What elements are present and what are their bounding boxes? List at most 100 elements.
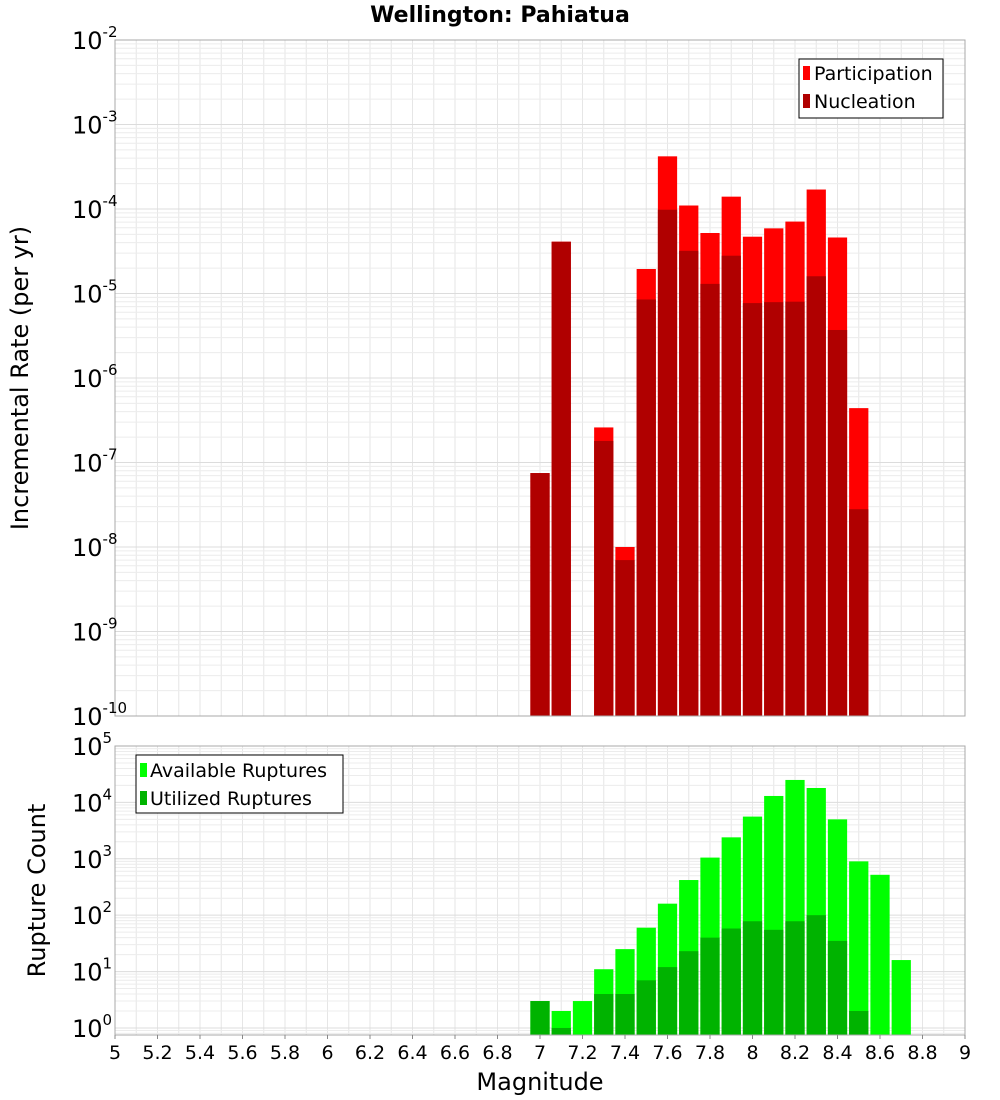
bar: [679, 250, 699, 716]
bar: [636, 980, 656, 1035]
y-tick-exponent: 1: [103, 955, 113, 973]
x-tick-label: 8: [746, 1042, 758, 1064]
legend-box: [135, 754, 344, 814]
bar: [742, 303, 763, 716]
y-tick-exponent: -7: [103, 446, 118, 464]
bar: [594, 994, 614, 1035]
y-tick-exponent: -5: [103, 277, 118, 295]
y-tick-base: 10: [72, 619, 103, 647]
legend-swatch: [803, 66, 810, 80]
bar: [849, 1010, 869, 1035]
y-tick-base: 10: [72, 1015, 103, 1043]
x-tick-label: 5.4: [185, 1042, 215, 1064]
x-tick-label: 5.8: [270, 1042, 300, 1064]
y-tick-label: 105: [72, 729, 112, 761]
x-tick-labels: 5 5.2 5.4 5.6 5.8 6 6.2 6.4 6.6 6.8 7 7.2 7.4 7.6 7.8 8…: [109, 1035, 971, 1064]
bar: [764, 302, 784, 716]
y-tick-base: 10: [72, 112, 103, 140]
bar: [742, 921, 763, 1035]
y-axis-label-1: Incremental Rate (per yr): [6, 226, 34, 530]
x-tick-label: 5.6: [227, 1042, 257, 1064]
bar: [891, 960, 911, 1035]
x-tick-label: 7: [534, 1042, 546, 1064]
x-tick-label: 8.6: [865, 1042, 895, 1064]
y-tick-exponent: -3: [103, 108, 118, 126]
y-tick-base: 10: [72, 733, 103, 761]
bar: [806, 915, 826, 1035]
y-tick-exponent: -8: [103, 530, 118, 548]
y-tick-base: 10: [72, 902, 103, 930]
legend-swatch: [140, 791, 147, 805]
legend-label: Nucleation: [814, 91, 916, 113]
series-utilized-ruptures: [530, 915, 869, 1035]
y-tick-exponent: -10: [103, 699, 128, 717]
y-tick-label: 10-4: [72, 192, 118, 224]
bar: [530, 1001, 550, 1035]
x-tick-label: 8.4: [822, 1042, 852, 1064]
y-tick-exponent: 4: [103, 785, 113, 803]
x-tick-label: 8.2: [780, 1042, 810, 1064]
y-tick-base: 10: [72, 450, 103, 478]
y-tick-exponent: 0: [103, 1011, 113, 1029]
y-tick-base: 10: [72, 846, 103, 874]
y-tick-exponent: 5: [103, 729, 113, 747]
y-tick-exponent: -2: [103, 23, 118, 41]
y-tick-base: 10: [72, 703, 103, 731]
legend-label: Available Ruptures: [150, 760, 327, 782]
bar: [827, 329, 848, 716]
y-tick-base: 10: [72, 281, 103, 309]
bar: [636, 299, 656, 716]
y-tick-base: 10: [72, 196, 103, 224]
bar: [700, 937, 720, 1035]
bar: [551, 1027, 571, 1035]
legend-box: [798, 58, 944, 119]
bar: [572, 1001, 593, 1035]
bar: [700, 283, 720, 716]
x-tick-label: 9: [959, 1042, 971, 1064]
y-tick-label: 104: [72, 785, 112, 817]
legend-label: Participation: [814, 63, 933, 85]
y-tick-label: 101: [72, 955, 112, 987]
x-tick-label: 7.6: [652, 1042, 682, 1064]
bar: [870, 874, 890, 1035]
bar: [806, 276, 826, 716]
bar: [721, 928, 741, 1035]
legend-swatch: [803, 94, 810, 108]
bar: [657, 209, 678, 716]
y-tick-exponent: 3: [103, 842, 113, 860]
bar: [849, 861, 869, 1035]
y-tick-label: 10-8: [72, 530, 118, 562]
x-tick-label: 6.2: [355, 1042, 385, 1064]
y-tick-label: 10-7: [72, 446, 118, 478]
bar: [785, 301, 805, 716]
y-axis-label-2: Rupture Count: [23, 804, 51, 978]
x-tick-label: 7.2: [567, 1042, 597, 1064]
bar: [827, 940, 848, 1035]
y-tick-base: 10: [72, 27, 103, 55]
y-tick-base: 10: [72, 789, 103, 817]
y-tick-base: 10: [72, 959, 103, 987]
y-tick-exponent: 2: [103, 898, 113, 916]
y-tick-exponent: -9: [103, 615, 118, 633]
y-tick-label: 10-6: [72, 361, 118, 393]
x-tick-label: 6.8: [482, 1042, 512, 1064]
y-tick-exponent: -6: [103, 361, 118, 379]
legend-swatch: [140, 763, 147, 777]
y-tick-label: 100: [72, 1011, 112, 1043]
y-tick-base: 10: [72, 534, 103, 562]
y-tick-base: 10: [72, 365, 103, 393]
y-tick-label: 102: [72, 898, 112, 930]
x-axis-label: Magnitude: [476, 1068, 603, 1096]
y-tick-label: 10-3: [72, 108, 118, 140]
x-tick-label: 6: [321, 1042, 333, 1064]
bar: [785, 921, 805, 1035]
bar: [615, 994, 635, 1035]
bar: [615, 560, 635, 716]
y-tick-label: 10-5: [72, 277, 118, 309]
bar: [594, 440, 614, 716]
y-tick-label: 103: [72, 842, 112, 874]
bar: [530, 473, 550, 716]
